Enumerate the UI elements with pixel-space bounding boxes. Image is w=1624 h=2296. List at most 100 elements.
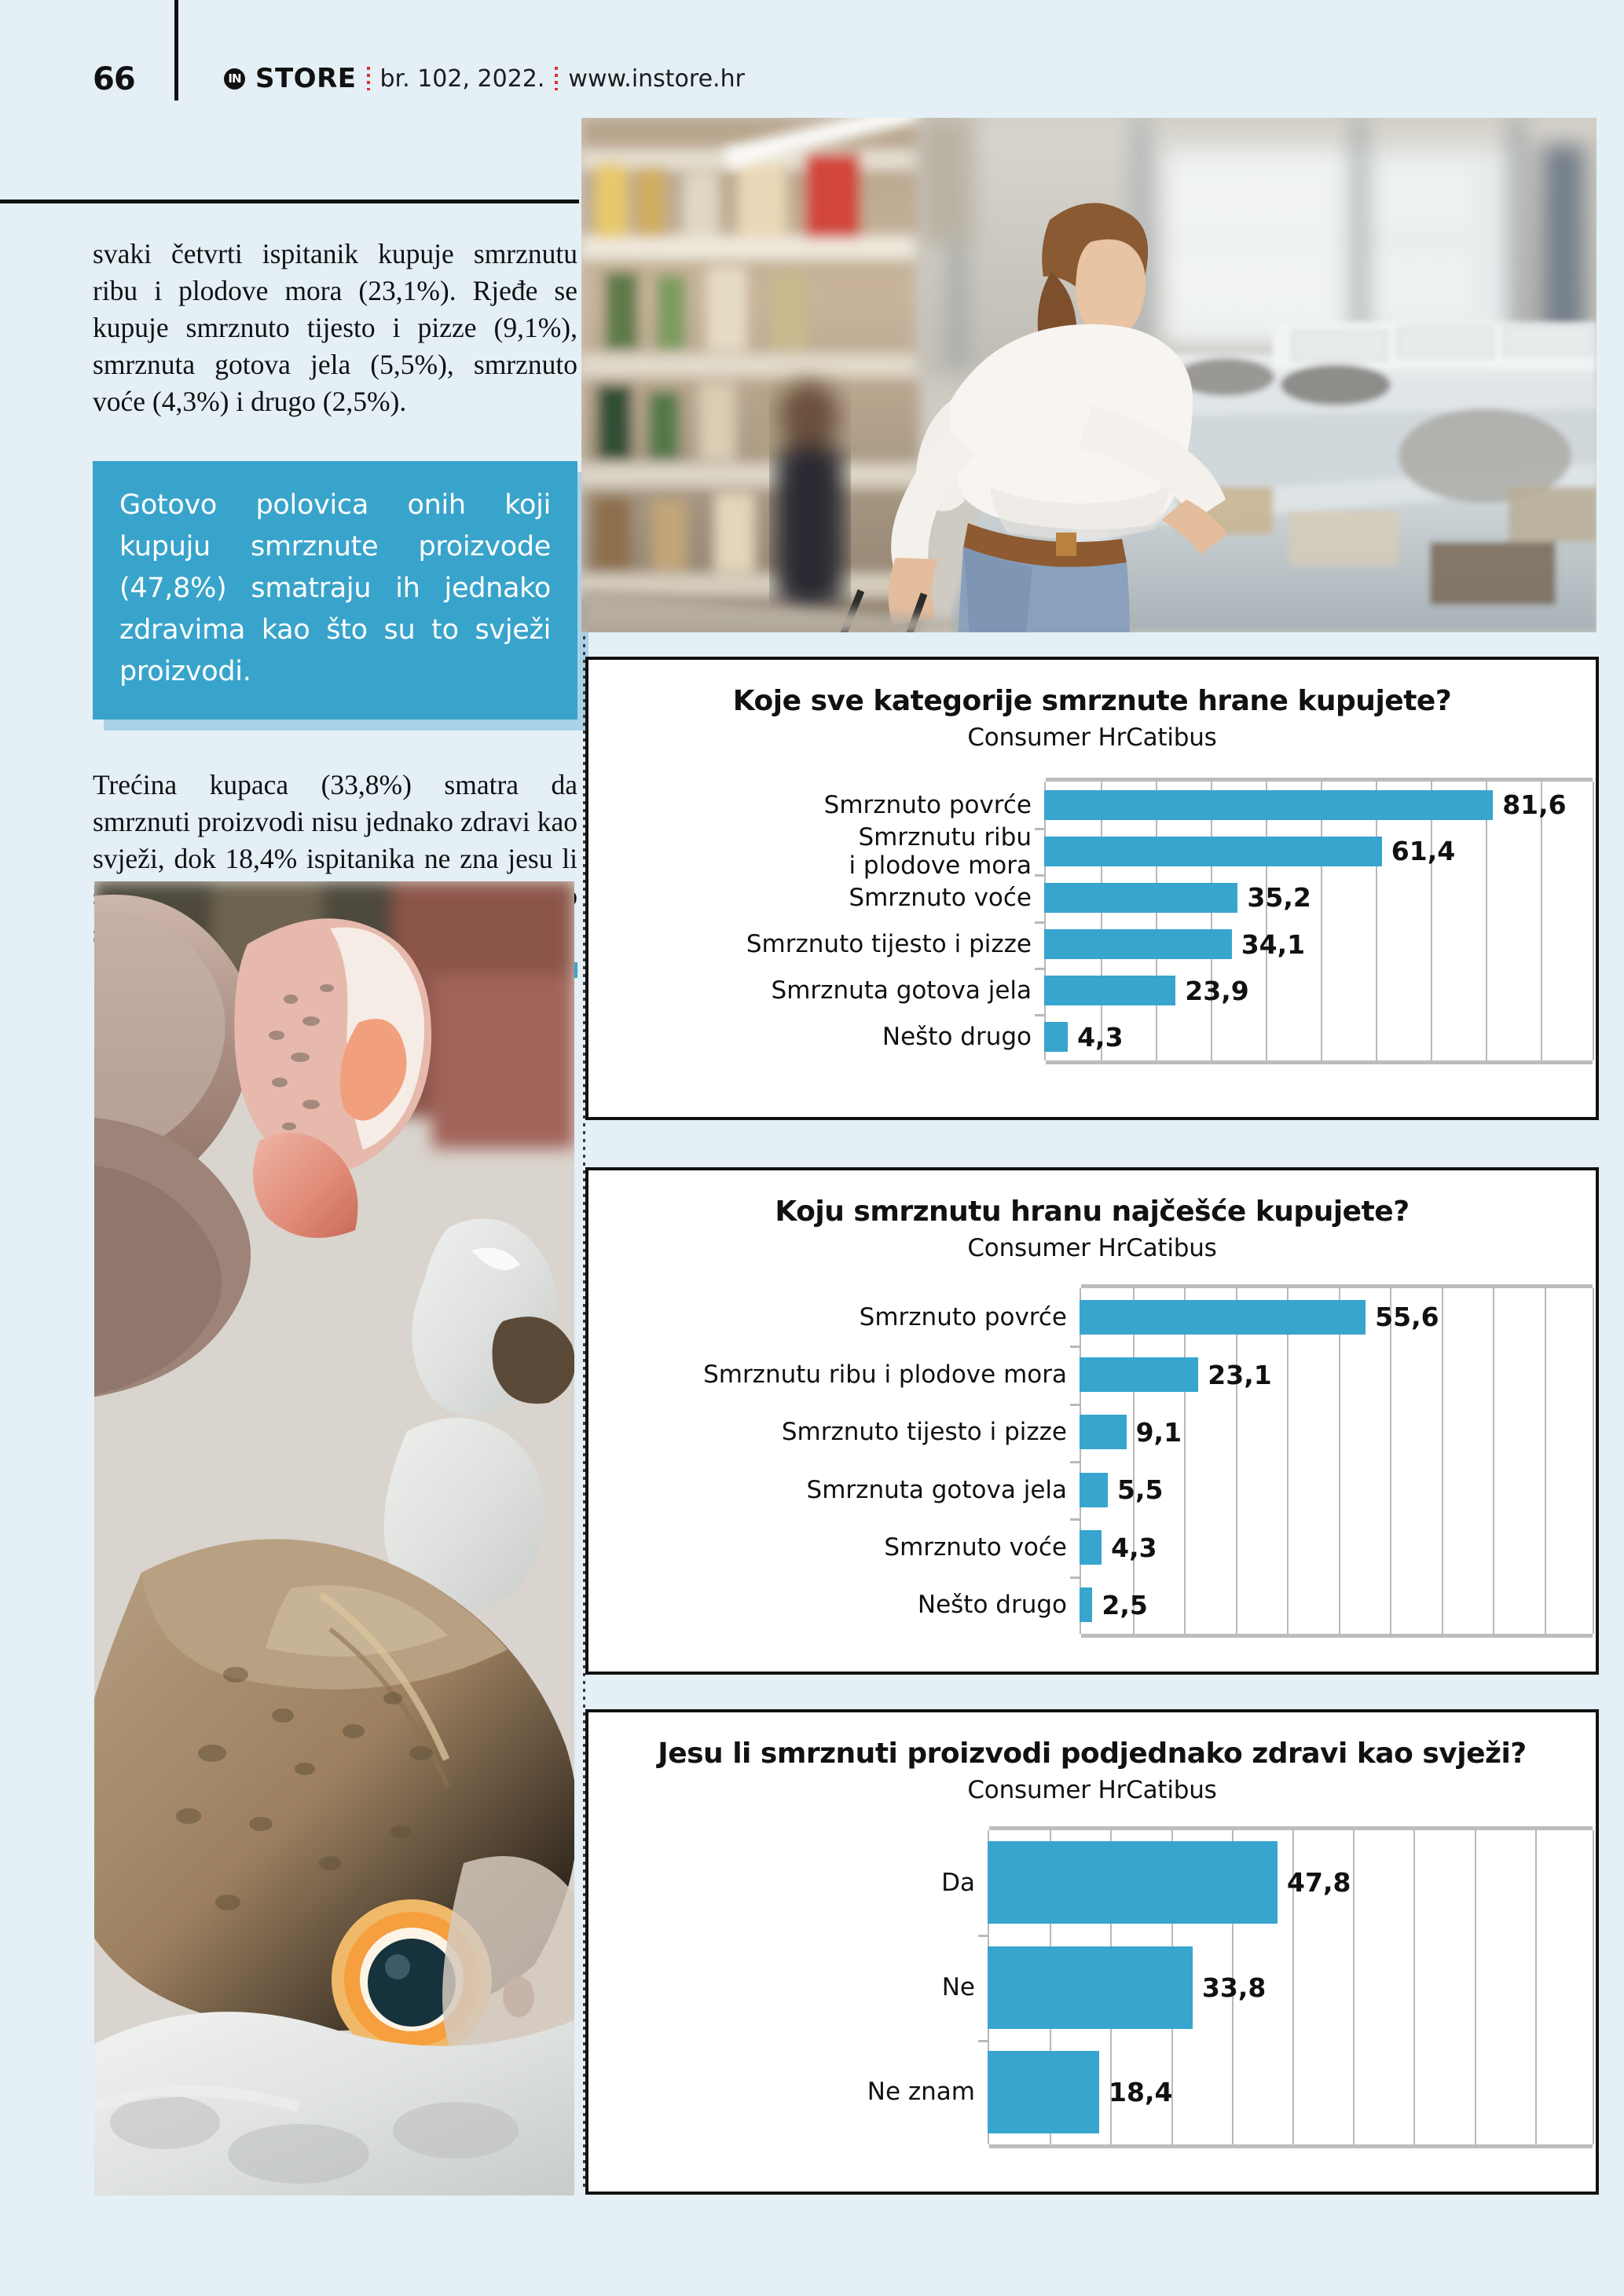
chart-bar [988,1946,1193,2029]
axis-tick [1035,874,1044,877]
chart-bar-value: 61,4 [1391,836,1456,867]
gridline [1486,782,1487,1060]
gridline [1534,1830,1537,2144]
gridline [1431,782,1432,1060]
chart-bar-row: 9,1 [1080,1415,1594,1450]
gridline [1441,1288,1443,1634]
header-horizontal-rule [0,200,579,203]
article-paragraph-1: svaki četvrti ispitanik kupuje smrznutu … [93,238,577,417]
article-column: svaki četvrti ispitanik kupuje smrznutu … [93,236,588,978]
chart-bar-value: 4,3 [1111,1532,1157,1563]
dot-separator-icon [366,67,370,90]
gridline [1376,782,1377,1060]
gridline [1156,782,1157,1060]
pull-quote: Gotovo polovica onih koji kupuju smrznut… [93,461,588,731]
chart-bar [1080,1530,1102,1565]
chart-bar-value: 35,2 [1247,882,1311,914]
chart-bar [1044,789,1494,820]
issue-label: br. 102, 2022. [379,64,545,93]
chart-subtitle: Consumer HrCatibus [967,1234,1217,1262]
chart-category-label: Smrznuto tijesto i pizze [781,1418,1067,1447]
chart-bar-value: 9,1 [1135,1416,1182,1448]
chart-bar-value: 33,8 [1201,1972,1267,2003]
chart-bar-row: 4,3 [1044,1021,1594,1053]
chart-bar [1044,929,1232,960]
axis-tick [978,1935,988,1938]
axis-tick [1070,1518,1080,1522]
gridline [1211,782,1212,1060]
chart-bar-value: 81,6 [1502,789,1567,821]
masthead: IN STORE br. 102, 2022. www.instore.hr [224,63,745,94]
chart-bar-value: 5,5 [1117,1474,1164,1506]
axis-tick [1035,1013,1044,1016]
chart-bar [1044,836,1382,866]
chart-bar-value: 55,6 [1375,1302,1439,1333]
chart-subtitle: Consumer HrCatibus [967,723,1217,752]
chart-bar-value: 47,8 [1287,1867,1351,1899]
masthead-title: STORE [255,63,357,94]
axis-tick [1035,967,1044,970]
gridline [1266,782,1267,1060]
chart-category-label: Smrznutu ribu i plodove mora [849,822,1032,880]
chart-category-label: Smrznuta gotova jela [771,976,1032,1005]
chart-axis-bottom [1081,1634,1593,1638]
chart-category-label: Ne znam [867,2078,975,2107]
gridline [1544,1288,1546,1634]
gridline [1353,1830,1355,2144]
gridline [1287,1288,1289,1634]
gridline [1390,1288,1391,1634]
axis-tick [1035,921,1044,924]
pull-quote-text: Gotovo polovica onih koji kupuju smrznut… [119,489,551,687]
chart-bar-row: 23,1 [1080,1357,1594,1392]
chart-axis-top [1081,1284,1593,1288]
chart-plot-area: 55,6 Smrznuto povrće 23,1 Smrznutu ribu i p… [703,1284,1594,1638]
gridline [1292,1830,1294,2144]
chart-bar [988,1841,1278,1924]
chart-box-categories: Koje sve kategorije smrznute hrane kupuj… [585,657,1599,1120]
chart-bar-value: 4,3 [1077,1021,1124,1053]
chart-bar-row: 18,4 [988,2050,1594,2133]
chart-bar [1080,1472,1109,1507]
chart-category-label: Smrznuto voće [849,883,1032,912]
chart-plot-area: 81,6 Smrznuto povrće 61,4 Smrznutu ribu i p… [746,778,1594,1064]
axis-tick [1070,1461,1080,1463]
chart-axis-top [1046,778,1593,782]
chart-category-label: Smrznutu ribu i plodove mora [703,1360,1067,1389]
chart-plot-area: 47,8 Da 33,8 Ne 18,4 Ne znam [867,1826,1594,2148]
chart-bar-value: 34,1 [1241,928,1306,960]
chart-bar [1080,1587,1093,1623]
chart-bar-row: 81,6 [1044,789,1594,821]
chart-axis-bottom [1046,1060,1593,1064]
chart-bar-row: 55,6 [1080,1299,1594,1335]
gridline [1541,782,1542,1060]
column-divider [583,236,585,2192]
gridline [1321,782,1322,1060]
page-number: 66 [93,61,136,97]
chart-bar [1044,976,1176,1006]
gridline [1231,1830,1234,2144]
dot-separator-icon [555,67,559,90]
axis-tick [1070,1346,1080,1349]
chart-category-label: Smrznuta gotova jela [806,1475,1067,1504]
chart-bar-row: 34,1 [1044,928,1594,960]
chart-axis-bottom [989,2144,1593,2148]
chart-bar [1080,1357,1199,1392]
gridline [1413,1830,1416,2144]
axis-tick [978,2039,988,2042]
chart-bar [1080,1299,1366,1335]
chart-category-label: Smrznuto povrće [859,1302,1067,1331]
gridline [1474,1830,1476,2144]
chart-category-label: Smrznuto tijesto i pizze [746,930,1032,959]
gridline [1493,1288,1494,1634]
axis-tick [1035,828,1044,831]
chart-bar-value: 2,5 [1102,1589,1148,1620]
chart-title: Jesu li smrznuti proizvodi podjednako zd… [658,1738,1527,1770]
chart-box-healthiness: Jesu li smrznuti proizvodi podjednako zd… [585,1709,1599,2195]
instore-logo-icon: IN [224,68,245,90]
chart-gridlines [1080,1284,1594,1638]
fresh-fish-on-ice-photo [94,881,574,2195]
chart-category-label: Smrznuto voće [884,1533,1067,1562]
chart-bar-row: 5,5 [1080,1472,1594,1507]
chart-bar [1044,1022,1069,1053]
